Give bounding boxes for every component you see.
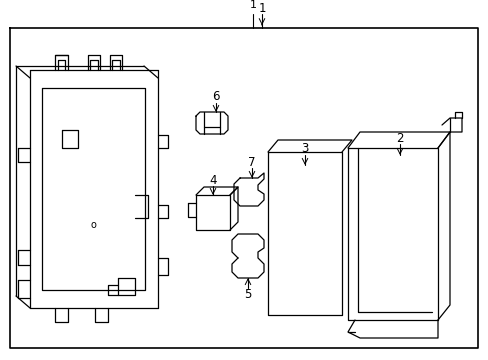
Text: 4: 4 xyxy=(209,174,216,186)
Text: 1: 1 xyxy=(249,0,256,10)
Text: 1: 1 xyxy=(258,1,265,14)
Text: 2: 2 xyxy=(395,131,403,144)
Text: 7: 7 xyxy=(248,156,255,168)
Text: o: o xyxy=(90,220,96,230)
Text: 6: 6 xyxy=(212,90,219,104)
Text: 5: 5 xyxy=(244,288,251,301)
Text: 3: 3 xyxy=(301,141,308,154)
